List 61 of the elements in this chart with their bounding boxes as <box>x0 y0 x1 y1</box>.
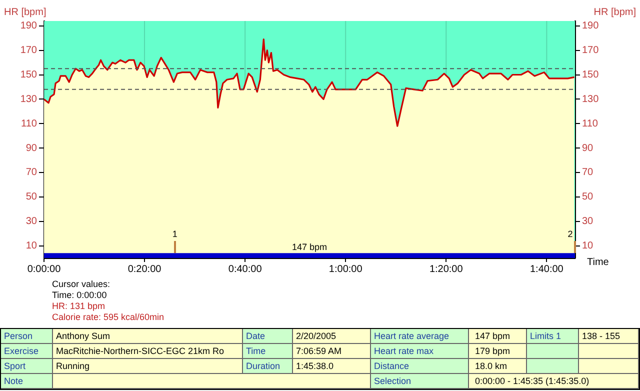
text: Selection <box>371 374 469 389</box>
text: Running <box>53 359 243 374</box>
text: Date <box>243 329 293 344</box>
x-tick-label: 0:00:00 <box>27 264 62 275</box>
band-label: 147 bpm <box>292 242 328 252</box>
annotation: 2 <box>568 229 573 240</box>
x-tick-label: 1:00:00 <box>328 264 363 275</box>
text: 147 bpm <box>469 329 527 344</box>
y-tick-label: 150 <box>20 70 38 81</box>
text: Time <box>243 344 293 359</box>
y2-tick-label: 10 <box>582 240 594 252</box>
text: Heart rate max <box>371 344 469 359</box>
y-tick-label: 90 <box>26 142 38 154</box>
y2-axis-title: HR [bpm] <box>594 6 636 18</box>
text: Cursor values: <box>52 279 112 290</box>
y-axis-title: HR [bpm] <box>4 6 46 18</box>
text: 2/20/2005 <box>293 329 371 344</box>
text: 1:45:38.0 <box>293 359 371 374</box>
y2-tick-label: 70 <box>582 167 594 178</box>
y-tick-label: 170 <box>20 45 38 56</box>
y2-tick-label: 190 <box>582 20 600 32</box>
text: Anthony Sum <box>53 329 243 344</box>
y2-tick-label: 130 <box>582 94 600 105</box>
text: Person <box>1 329 53 344</box>
text: HR: 131 bpm <box>52 301 106 312</box>
y-tick-label: 70 <box>26 167 38 178</box>
text: Distance <box>371 359 469 374</box>
text: Limits 1 <box>527 329 579 344</box>
y2-tick-label: 150 <box>582 70 600 81</box>
x-axis-title: Time <box>587 256 610 268</box>
x-tick-label: 1:40:00 <box>530 264 564 275</box>
text: Exercise <box>1 344 53 359</box>
text: 0:00:00 - 1:45:35 (1:45:35.0) <box>469 374 639 389</box>
y-tick-label: 30 <box>26 216 38 228</box>
text: Heart rate average <box>371 329 469 344</box>
text: 179 bpm <box>469 344 527 359</box>
text: Calorie rate: 595 kcal/60min <box>52 312 164 323</box>
text: Sport <box>1 359 53 374</box>
lap-flag: 1 <box>171 229 180 253</box>
y-tick-label: 130 <box>20 94 38 105</box>
text: Duration <box>243 359 293 374</box>
y2-tick-label: 110 <box>582 118 598 130</box>
y2-tick-label: 50 <box>582 192 594 203</box>
annotation: 1 <box>172 229 178 240</box>
text: Time: 0:00:00 <box>52 290 108 301</box>
text: MacRitchie-Northern-SICC-EGC 21km Ro <box>53 344 243 359</box>
y2-tick-label: 90 <box>582 142 594 154</box>
x-tick-label: 1:20:00 <box>429 264 464 275</box>
y2-tick-label: 30 <box>582 216 594 228</box>
x-tick-label: 0:40:00 <box>228 264 262 275</box>
y-tick-label: 110 <box>21 118 38 130</box>
x-tick-label: 0:20:00 <box>128 264 162 275</box>
lap-flag: 2 <box>568 229 576 253</box>
text: 7:06:59 AM <box>293 344 371 359</box>
y2-tick-label: 170 <box>582 45 600 56</box>
y-tick-label: 50 <box>26 192 38 203</box>
y-tick-label: 190 <box>20 20 38 32</box>
text: 18.0 km <box>469 359 527 374</box>
text: 138 - 155 <box>579 329 639 344</box>
y-tick-label: 10 <box>26 240 38 252</box>
text: Note <box>1 374 53 389</box>
